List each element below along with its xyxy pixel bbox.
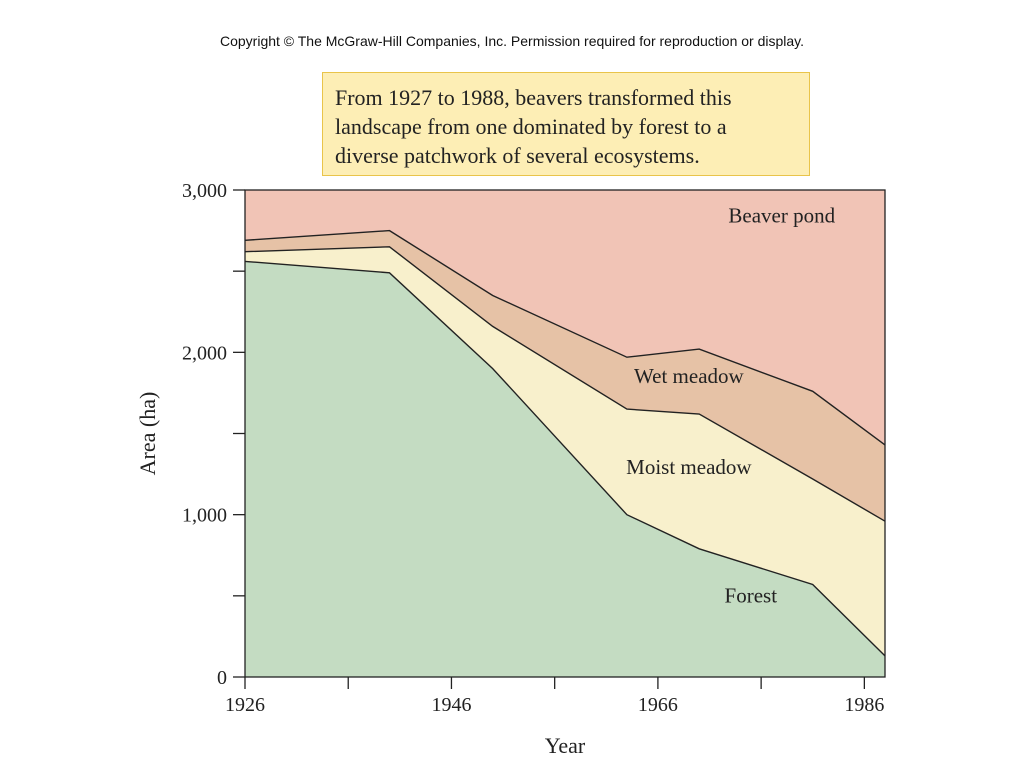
region-label: Forest [725, 583, 778, 607]
area-layers [245, 190, 885, 677]
x-tick-label: 1966 [638, 694, 678, 716]
region-label: Wet meadow [634, 364, 745, 388]
y-tick-label: 2,000 [182, 342, 227, 364]
y-axis-label: Area (ha) [135, 392, 160, 476]
x-axis-label: Year [545, 733, 586, 758]
y-tick-label: 3,000 [182, 180, 227, 202]
caption-line: From 1927 to 1988, beavers transformed t… [335, 85, 732, 110]
caption-box: From 1927 to 1988, beavers transformed t… [322, 72, 810, 176]
region-label: Moist meadow [626, 455, 752, 479]
caption-line: diverse patchwork of several ecosystems. [335, 143, 700, 168]
area-beaver-pond [245, 190, 885, 445]
x-axis: 1926 1946 1966 1986 [225, 677, 884, 716]
x-tick-label: 1926 [225, 694, 265, 716]
y-tick-label: 1,000 [182, 505, 227, 527]
boundary-wet-meadow [244, 229, 886, 446]
caption-line: landscape from one dominated by forest t… [335, 114, 727, 139]
boundary-forest [244, 260, 886, 657]
area-moist-meadow [245, 246, 885, 656]
y-tick-label: 0 [217, 667, 227, 689]
area-wet-meadow [245, 230, 885, 522]
boundary-lines [244, 229, 886, 657]
copyright-notice: Copyright © The McGraw-Hill Companies, I… [219, 33, 805, 49]
x-tick-label: 1946 [431, 694, 471, 716]
area-forest [245, 261, 885, 677]
boundary-moist-meadow [244, 246, 886, 522]
x-tick-label: 1986 [844, 694, 884, 716]
region-label: Beaver pond [728, 203, 835, 227]
region-labels: Beaver pond Wet meadow Moist meadow Forest [626, 203, 835, 607]
y-axis: 0 1,000 2,000 3,000 [182, 180, 245, 689]
